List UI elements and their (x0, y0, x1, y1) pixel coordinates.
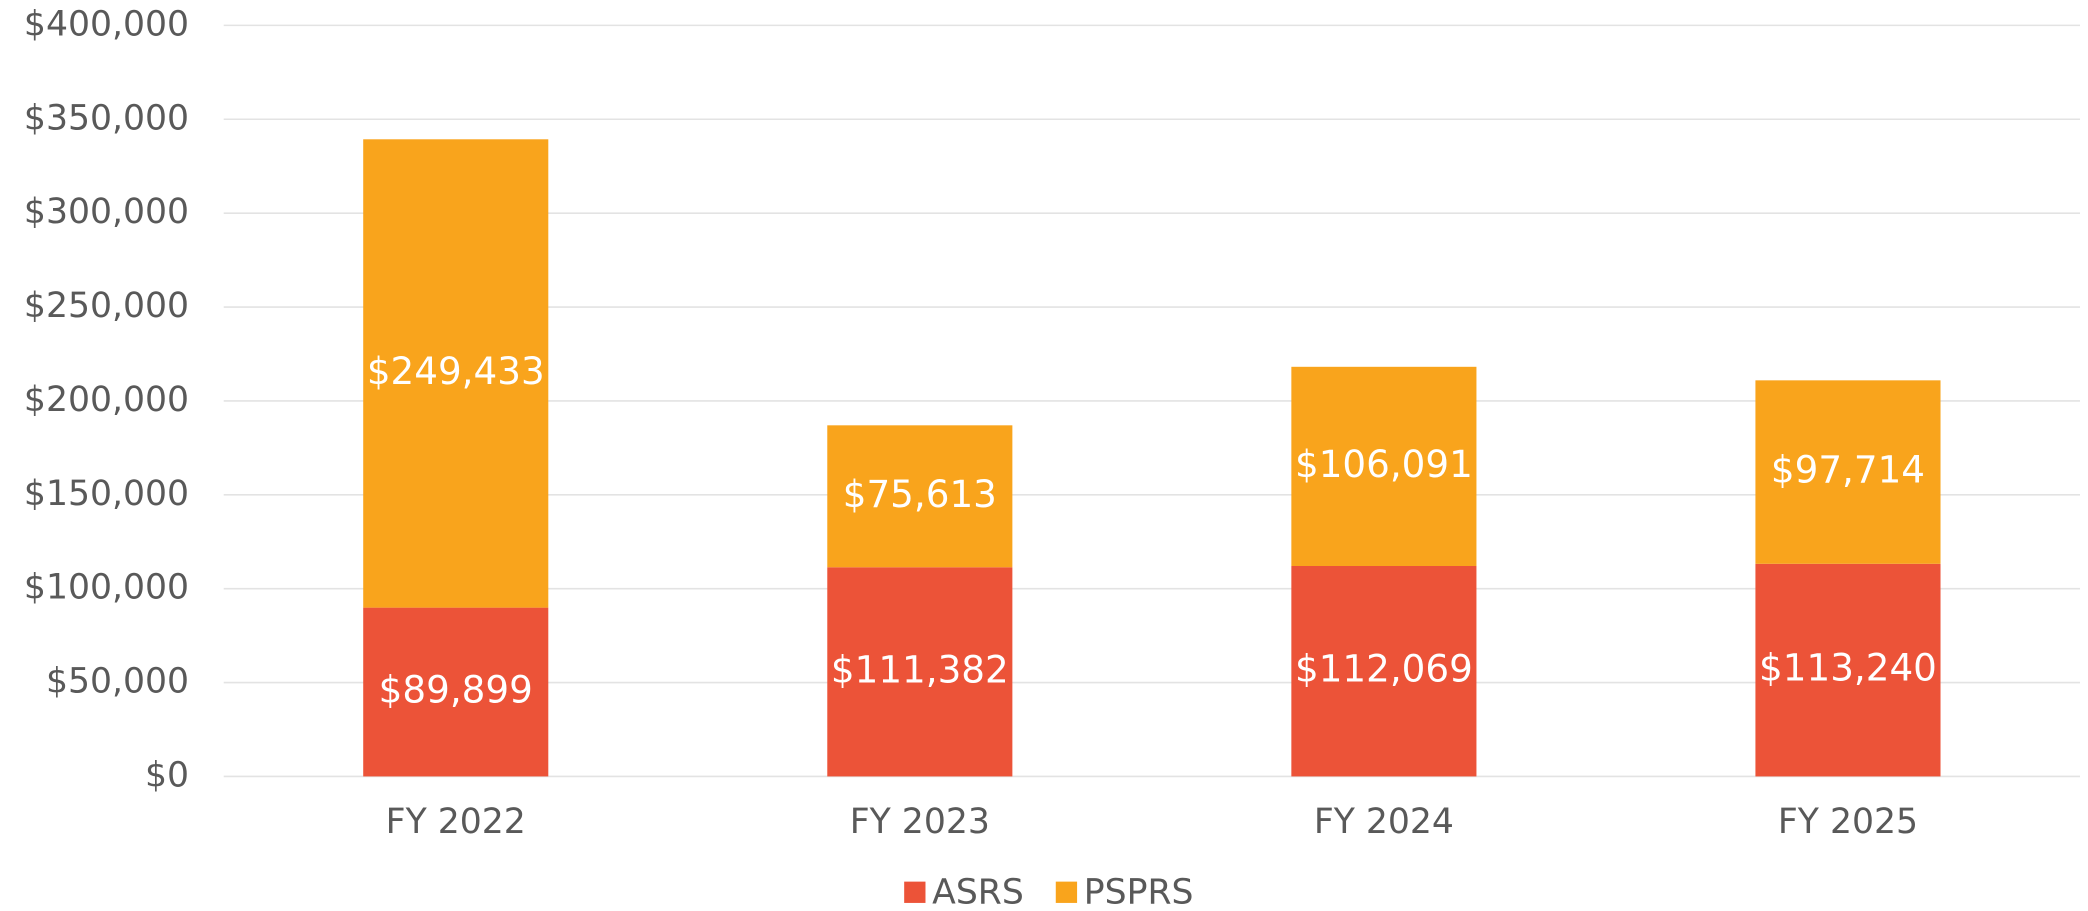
y-tick-label: $0 (145, 755, 189, 795)
x-tick-label: FY 2024 (1314, 802, 1454, 842)
y-tick-label: $200,000 (24, 380, 189, 420)
legend-label: ASRS (932, 873, 1024, 911)
page: $0 $50,000 $100,000 $150,000 $200,000 $250,00… (0, 0, 2088, 911)
data-label: $113,240 (1759, 646, 1937, 690)
legend-label: PSPRS (1084, 873, 1194, 911)
y-tick-label: $350,000 (24, 98, 189, 138)
y-tick-label: $150,000 (24, 474, 189, 514)
data-label: $106,091 (1295, 442, 1473, 486)
data-label: $97,714 (1771, 448, 1925, 492)
data-label: $75,613 (843, 472, 997, 516)
x-tick-label: FY 2022 (386, 802, 526, 842)
data-label: $111,382 (831, 647, 1009, 691)
y-tick-label: $300,000 (24, 192, 189, 232)
x-tick-label: FY 2025 (1778, 802, 1918, 842)
legend-swatch (1056, 882, 1077, 903)
y-tick-label: $100,000 (24, 568, 189, 608)
chart: $0 $50,000 $100,000 $150,000 $200,000 $250,00… (0, 0, 2088, 911)
x-tick-label: FY 2023 (850, 802, 990, 842)
y-tick-label: $50,000 (46, 662, 189, 702)
data-label: $249,433 (367, 349, 545, 393)
y-tick-label: $250,000 (24, 286, 189, 326)
legend-swatch (904, 882, 925, 903)
data-label: $112,069 (1295, 647, 1473, 691)
y-tick-label: $400,000 (24, 4, 189, 44)
data-label: $89,899 (379, 668, 533, 712)
